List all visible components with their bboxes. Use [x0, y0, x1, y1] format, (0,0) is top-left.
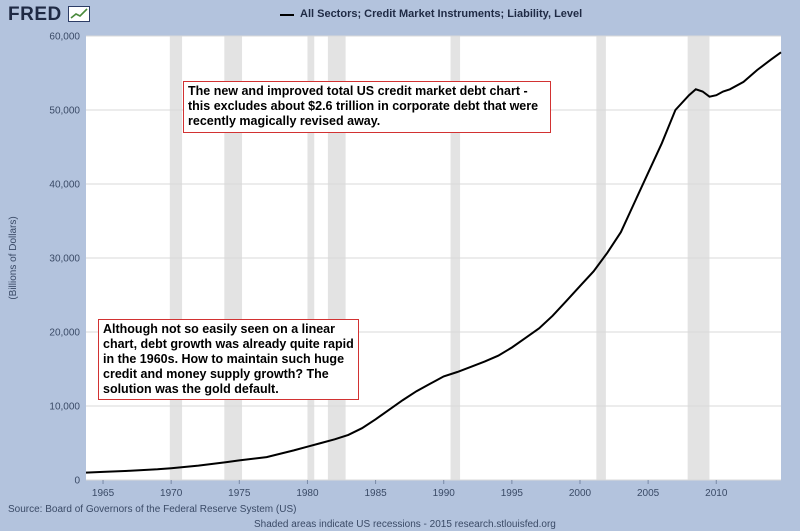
grid-lines [86, 35, 781, 481]
annotation-bottom: Although not so easily seen on a linear … [98, 319, 359, 400]
fred-chart-icon [68, 6, 90, 22]
x-tick-label: 1970 [160, 488, 183, 499]
x-axis: 1965 1970 1975 1980 1985 1990 1995 2000 2005 2010 [92, 480, 728, 499]
x-tick-label: 1985 [364, 488, 387, 499]
x-tick-label: 2000 [569, 488, 592, 499]
y-tick-label: 10,000 [49, 402, 80, 413]
y-tick-label: 0 [74, 476, 80, 487]
x-tick-label: 2010 [705, 488, 728, 499]
chart: 1965 1970 1975 1980 1985 1990 1995 2000 2005 2010… [8, 32, 782, 499]
y-axis: 0 10,000 20,000 30,000 40,000 50,000 60,000 [49, 32, 80, 487]
x-tick-label: 1980 [296, 488, 319, 499]
series-legend-swatch [280, 14, 294, 16]
y-tick-label: 30,000 [49, 254, 80, 265]
x-tick-label: 1995 [501, 488, 524, 499]
y-tick-label: 20,000 [49, 328, 80, 339]
chart-title: All Sectors; Credit Market Instruments; … [300, 8, 583, 20]
x-tick-label: 1975 [228, 488, 251, 499]
fred-logo: FRED [8, 4, 62, 25]
recession-note: Shaded areas indicate US recessions - 20… [254, 519, 556, 530]
x-tick-label: 1965 [92, 488, 115, 499]
y-tick-label: 40,000 [49, 180, 80, 191]
y-tick-label: 60,000 [49, 32, 80, 43]
x-tick-label: 2005 [637, 488, 660, 499]
y-axis-label: (Billions of Dollars) [8, 216, 19, 299]
x-tick-label: 1990 [433, 488, 456, 499]
source-note: Source: Board of Governors of the Federa… [8, 504, 297, 515]
y-tick-label: 50,000 [49, 106, 80, 117]
series-line [85, 51, 782, 474]
annotation-top: The new and improved total US credit mar… [183, 81, 551, 133]
